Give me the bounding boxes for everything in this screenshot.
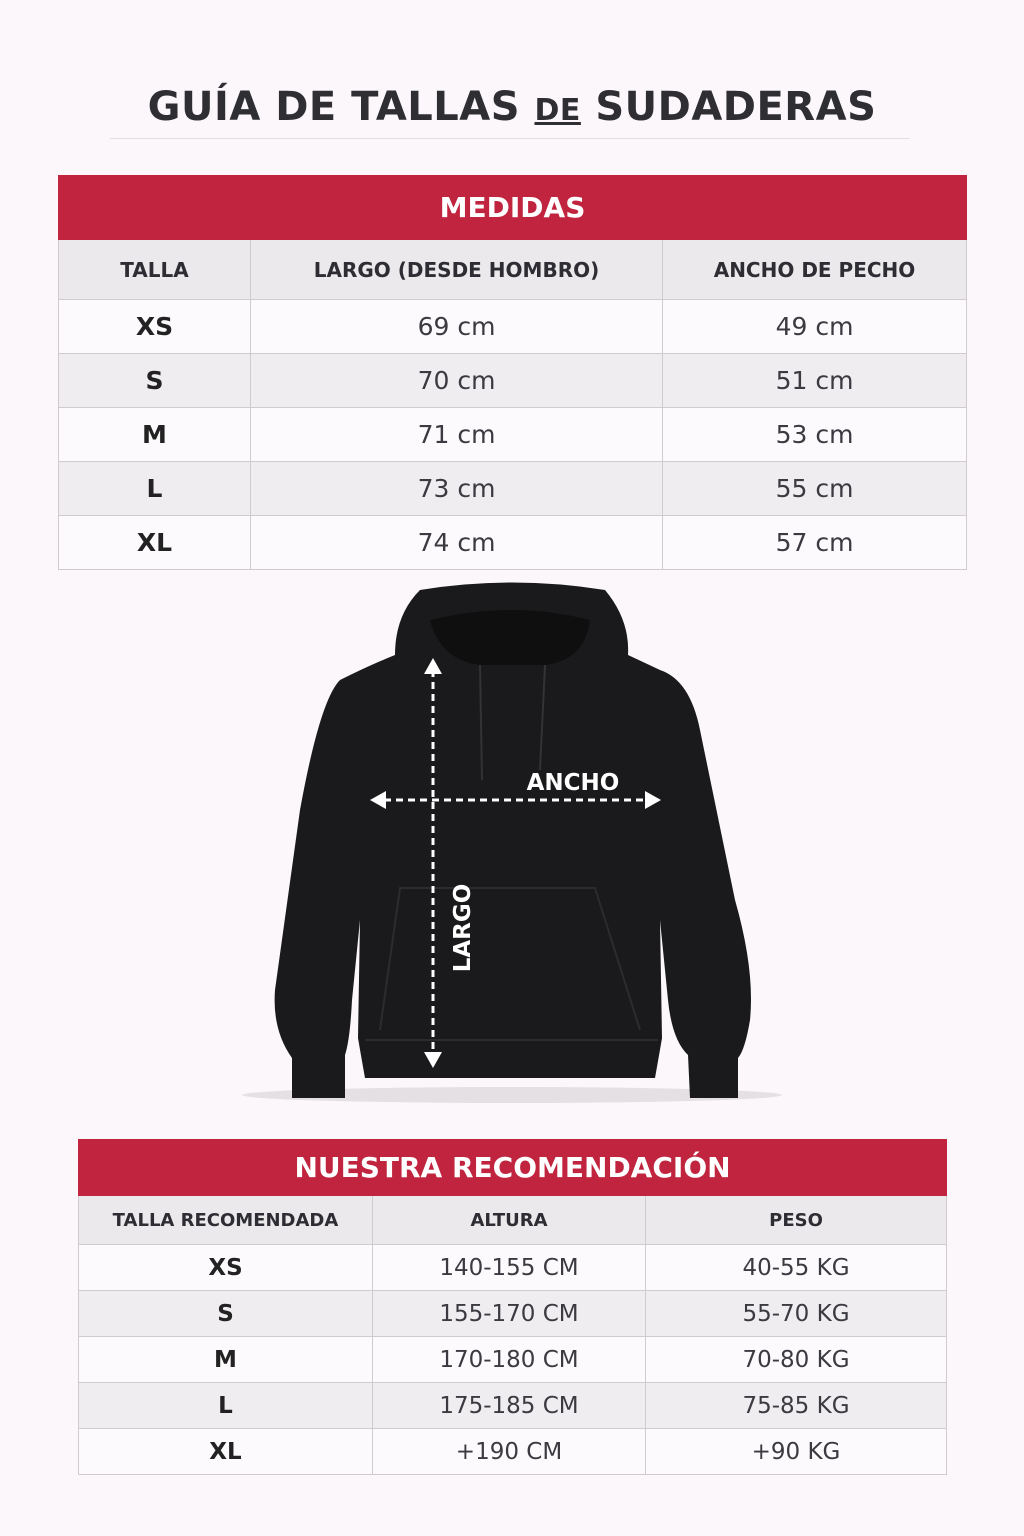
value-cell: 57 cm (661, 515, 968, 570)
value-cell: 51 cm (661, 353, 968, 408)
hood-opening (430, 610, 590, 665)
value-cell: 55 cm (661, 461, 968, 516)
arrow-head-left (370, 791, 386, 809)
value-cell: 75-85 KG (644, 1382, 948, 1429)
value-cell: +90 KG (644, 1428, 948, 1475)
value-cell: 73 cm (250, 461, 663, 516)
value-cell: 55-70 KG (644, 1290, 948, 1337)
arrow-head-up (424, 658, 442, 674)
value-cell: 170-180 CM (372, 1336, 646, 1383)
page-title: GUÍA DE TALLAS DE SUDADERAS (147, 84, 877, 130)
table-row: L 73 cm 55 cm (58, 461, 968, 516)
value-cell: 155-170 CM (372, 1290, 646, 1337)
measurements-heading: MEDIDAS (57, 175, 968, 240)
recommendation-table: NUESTRA RECOMENDACIÓN TALLA RECOMENDADA … (77, 1139, 948, 1475)
size-cell: S (78, 1290, 373, 1337)
drawstrings (479, 664, 546, 781)
column-header: PESO (644, 1195, 948, 1245)
value-cell: 70-80 KG (644, 1336, 948, 1383)
hoodie-diagram: ANCHO LARGO (242, 582, 782, 1103)
shadow (242, 1087, 782, 1103)
value-cell: 53 cm (661, 407, 968, 462)
value-cell: 140-155 CM (372, 1244, 646, 1291)
table-row: XL 74 cm 57 cm (58, 515, 968, 570)
value-cell: 74 cm (250, 515, 663, 570)
size-cell: M (78, 1336, 373, 1383)
size-cell: L (78, 1382, 373, 1429)
size-cell: XS (78, 1244, 373, 1291)
size-cell: XL (58, 515, 251, 570)
title-divider (110, 138, 910, 139)
value-cell: 70 cm (250, 353, 663, 408)
table-row: L 175-185 CM 75-85 KG (78, 1382, 948, 1429)
column-header: LARGO (DESDE HOMBRO) (250, 239, 663, 300)
table-row: XS 69 cm 49 cm (58, 299, 968, 354)
value-cell: 49 cm (661, 299, 968, 354)
size-cell: XS (58, 299, 251, 354)
recommendation-heading: NUESTRA RECOMENDACIÓN (77, 1139, 948, 1196)
table-row: M 170-180 CM 70-80 KG (78, 1336, 948, 1383)
arrow-head-down (424, 1052, 442, 1068)
size-cell: S (58, 353, 251, 408)
table-row: M 71 cm 53 cm (58, 407, 968, 462)
measurements-table: MEDIDAS TALLA LARGO (DESDE HOMBRO) ANCHO… (57, 175, 968, 570)
column-header: ALTURA (372, 1195, 646, 1245)
column-header: TALLA (58, 239, 251, 300)
arrow-head-right (645, 791, 661, 809)
column-header: ANCHO DE PECHO (661, 239, 968, 300)
size-cell: L (58, 461, 251, 516)
length-label: LARGO (450, 884, 476, 973)
kangaroo-pocket (379, 887, 641, 1031)
column-header: TALLA RECOMENDADA (78, 1195, 373, 1245)
table-row: XS 140-155 CM 40-55 KG (78, 1244, 948, 1291)
value-cell: 71 cm (250, 407, 663, 462)
table-row: XL +190 CM +90 KG (78, 1428, 948, 1475)
size-cell: M (58, 407, 251, 462)
value-cell: 40-55 KG (644, 1244, 948, 1291)
value-cell: 175-185 CM (372, 1382, 646, 1429)
size-cell: XL (78, 1428, 373, 1475)
value-cell: 69 cm (250, 299, 663, 354)
width-label: ANCHO (527, 770, 620, 796)
hoodie-illustration (274, 582, 751, 1098)
value-cell: +190 CM (372, 1428, 646, 1475)
table-row: S 70 cm 51 cm (58, 353, 968, 408)
table-row: S 155-170 CM 55-70 KG (78, 1290, 948, 1337)
